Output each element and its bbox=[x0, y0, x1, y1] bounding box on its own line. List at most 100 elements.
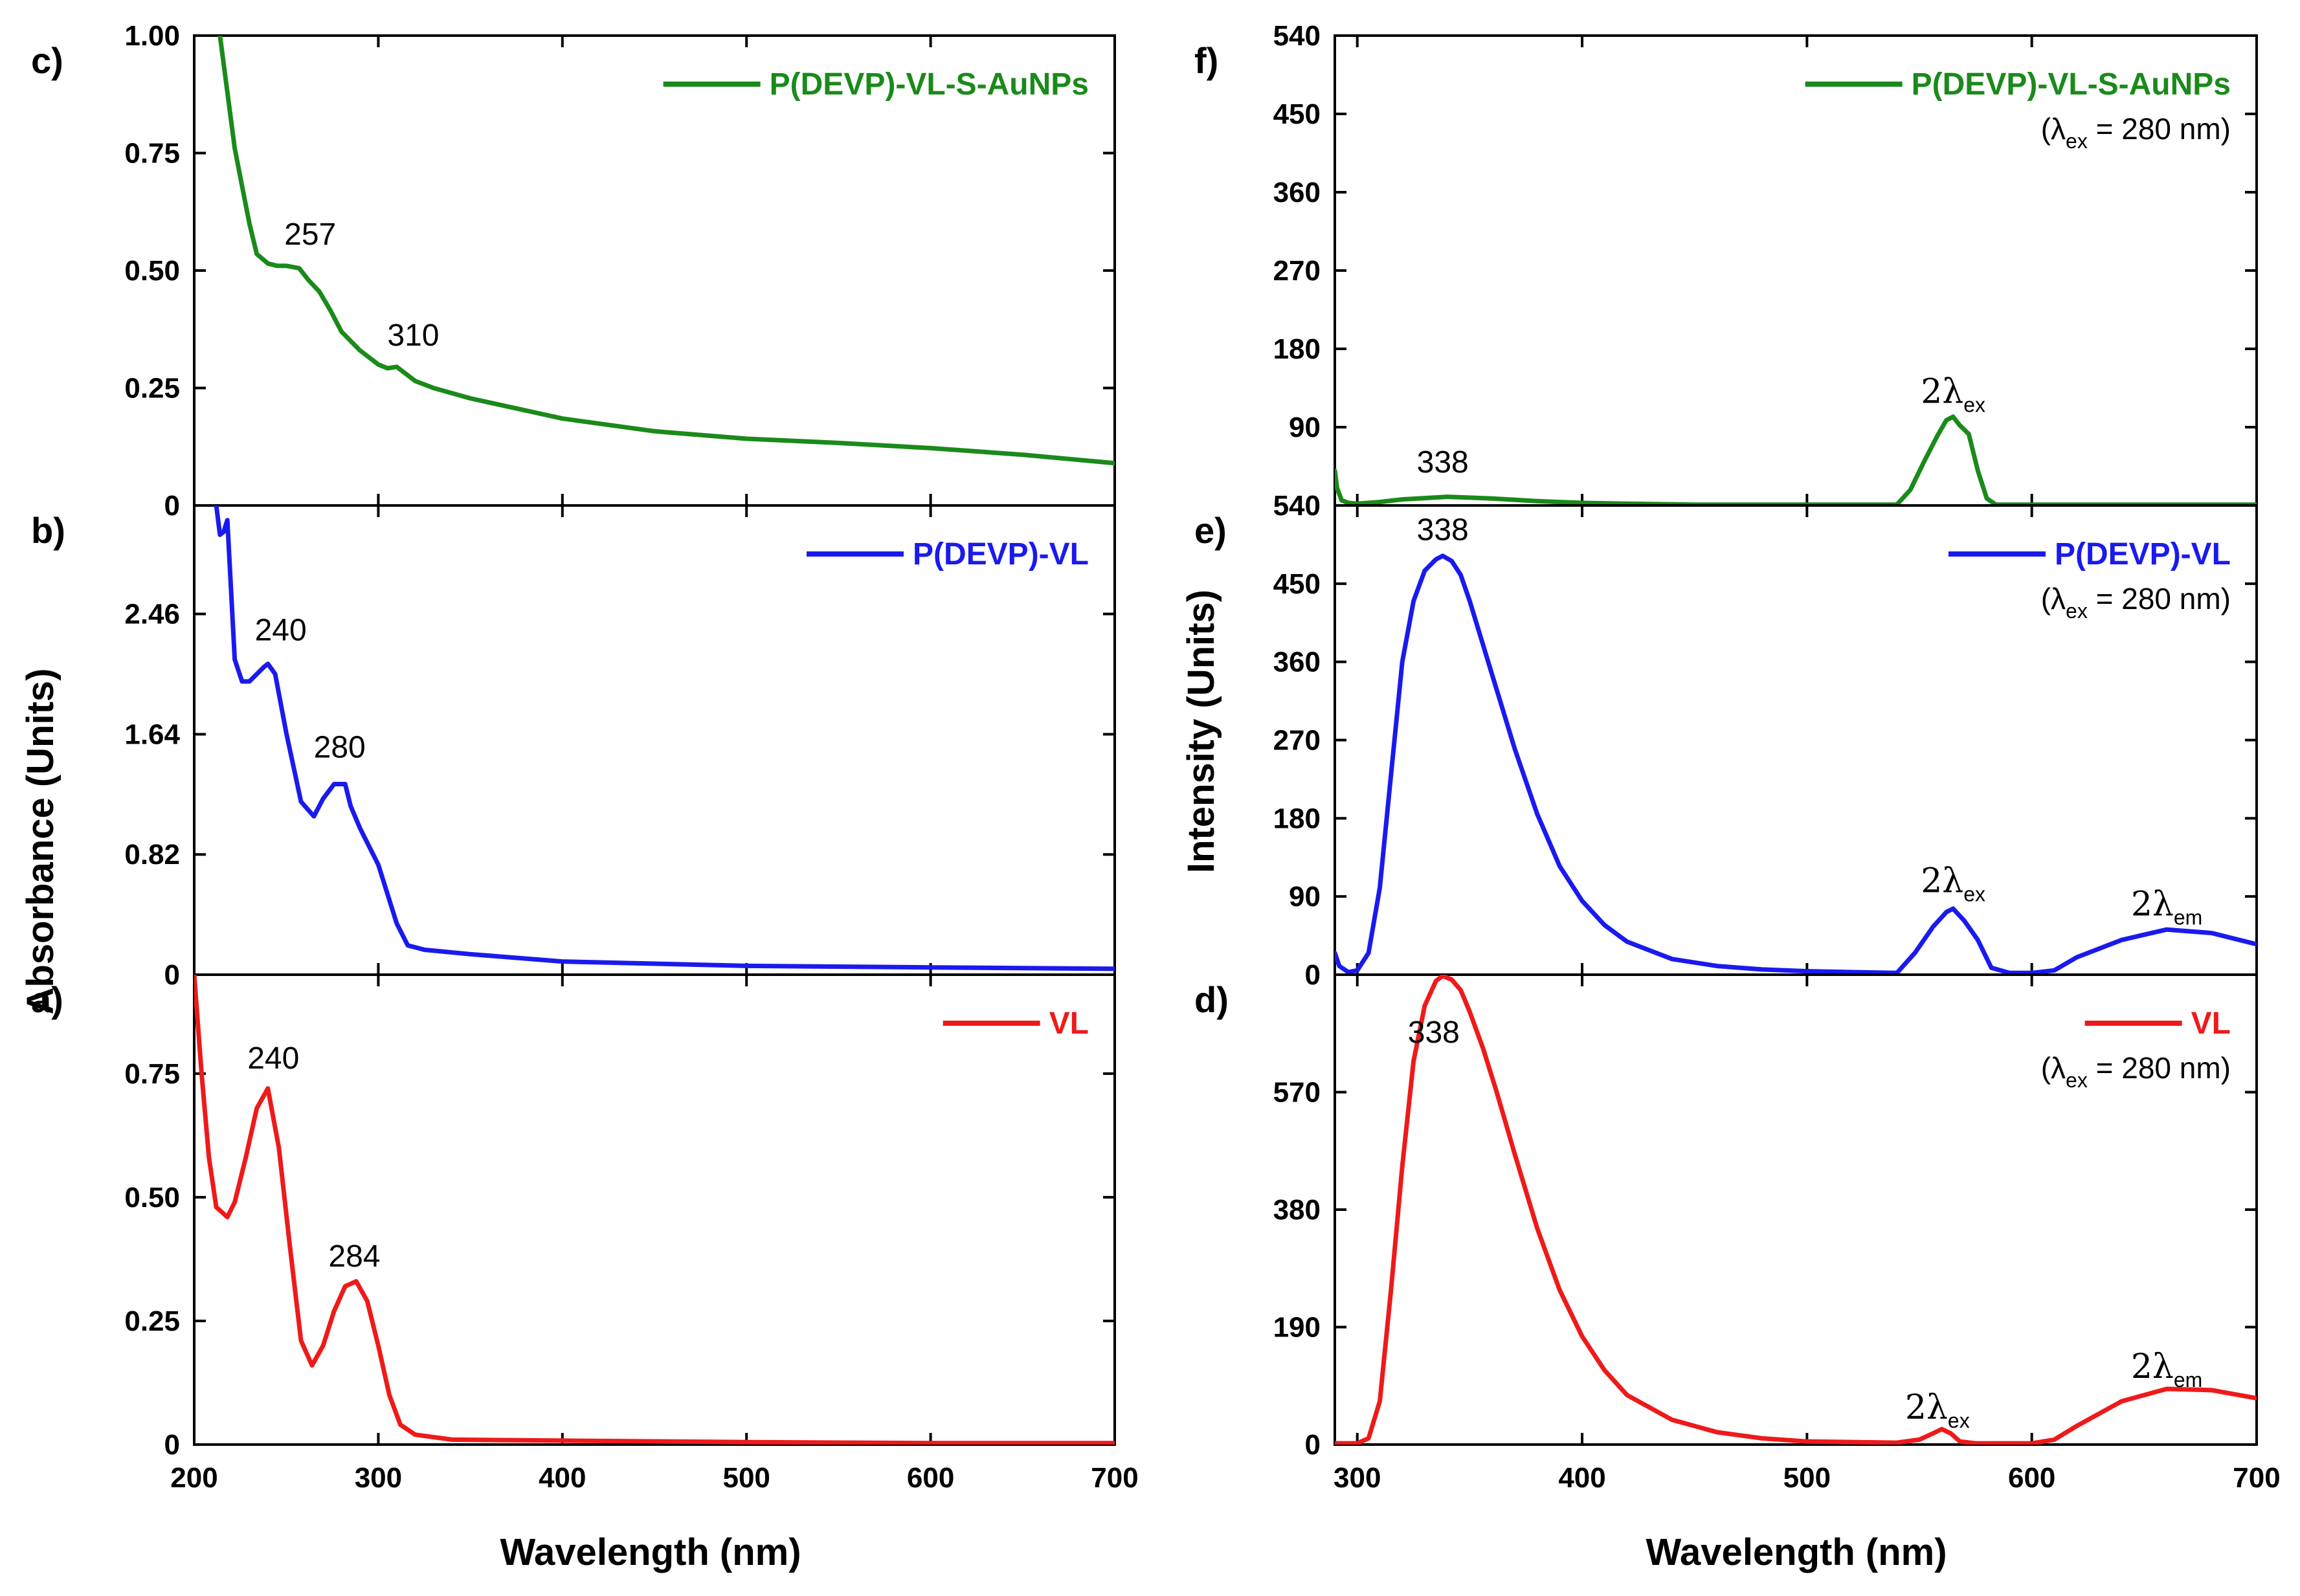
peak-annotation: 240 bbox=[247, 1041, 299, 1076]
harmonic-annotation-main: 2λ bbox=[1921, 372, 1963, 411]
panel-tag: c) bbox=[31, 40, 63, 81]
peak-annotation: 257 bbox=[284, 217, 336, 252]
panel-tag: e) bbox=[1194, 510, 1227, 551]
excitation-note-sub: ex bbox=[2066, 1069, 2088, 1092]
harmonic-annotation-main: 2λ bbox=[2131, 885, 2174, 924]
x-tick-label: 400 bbox=[1558, 1462, 1605, 1494]
plot-frame bbox=[1334, 973, 2258, 1446]
y-tick-label: 0 bbox=[1305, 959, 1321, 991]
y-tick-label: 540 bbox=[1273, 20, 1321, 52]
y-tick-label: 570 bbox=[1273, 1077, 1321, 1109]
peak-annotation: 240 bbox=[255, 613, 307, 647]
plot-frame bbox=[193, 34, 1116, 507]
peak-annotation: 284 bbox=[328, 1239, 380, 1274]
harmonic-annotation: 2λem bbox=[2131, 1347, 2203, 1391]
series-line-p-devp-vl-s-aunps bbox=[1335, 414, 2257, 505]
harmonic-annotation: 2λex bbox=[1921, 861, 1985, 905]
excitation-note-prefix: (λ bbox=[2041, 1051, 2066, 1085]
panel-a: 0 0.25 0.50 0.75 200 300 400 500 600 700 a) VL 240 28… bbox=[31, 973, 1139, 1494]
y-tick-label: 1.64 bbox=[124, 718, 180, 750]
plot-frame bbox=[1334, 34, 2258, 507]
legend-label: P(DEVP)-VL-S-AuNPs bbox=[1912, 67, 2231, 102]
panel-tag: a) bbox=[31, 979, 63, 1020]
harmonic-annotation: 2λem bbox=[2131, 885, 2203, 929]
y-tick-label: 0 bbox=[164, 1429, 180, 1461]
panel-tag: d) bbox=[1194, 979, 1229, 1020]
harmonic-annotation: 2λex bbox=[1921, 372, 1985, 416]
y-tick-label: 540 bbox=[1273, 490, 1321, 522]
legend-label: P(DEVP)-VL bbox=[2055, 537, 2231, 571]
y-tick-label: 0 bbox=[1305, 1429, 1321, 1461]
y-tick-label: 180 bbox=[1273, 333, 1321, 365]
y-tick-label: 270 bbox=[1273, 725, 1321, 757]
y-tick-label: 450 bbox=[1273, 568, 1321, 600]
panel-c: 0 0.25 0.50 0.75 1.00 c) P(DEVP)-VL-S-AuNPs 257… bbox=[31, 20, 1116, 522]
legend-label: P(DEVP)-VL-S-AuNPs bbox=[770, 67, 1089, 102]
peak-annotation: 338 bbox=[1417, 513, 1469, 548]
x-tick-label: 700 bbox=[2233, 1462, 2280, 1494]
plot-frame bbox=[193, 973, 1116, 1446]
peak-annotation: 280 bbox=[314, 731, 366, 765]
excitation-note: (λex = 280 nm) bbox=[2041, 1051, 2231, 1092]
y-tick-label: 1.00 bbox=[124, 20, 180, 52]
panel-f: 90 180 270 360 450 540 f) P(DEVP)-VL-S-AuNPs (λ e… bbox=[1194, 20, 2258, 507]
x-tick-label: 300 bbox=[355, 1462, 402, 1494]
y-tick-label: 180 bbox=[1273, 803, 1321, 834]
plot-frame bbox=[1334, 504, 2258, 976]
peak-annotation: 338 bbox=[1417, 445, 1469, 480]
y-tick-label: 380 bbox=[1273, 1194, 1321, 1226]
excitation-note-prefix: (λ bbox=[2041, 582, 2066, 615]
x-tick-label: 700 bbox=[1091, 1462, 1138, 1494]
panel-tag: f) bbox=[1194, 40, 1218, 81]
series-line-vl bbox=[194, 975, 1115, 1445]
harmonic-annotation-main: 2λ bbox=[1905, 1388, 1948, 1427]
excitation-note: (λex = 280 nm) bbox=[2041, 582, 2231, 623]
absorbance-y-axis-title: Absorbance (Units) bbox=[19, 669, 61, 1015]
y-tick-label: 0.75 bbox=[124, 1058, 180, 1090]
y-tick-label: 190 bbox=[1273, 1312, 1321, 1344]
excitation-note-suffix: = 280 nm) bbox=[2088, 582, 2231, 615]
y-tick-label: 2.46 bbox=[124, 599, 180, 630]
harmonic-annotation-sub: ex bbox=[1963, 393, 1985, 416]
y-tick-label: 0.50 bbox=[124, 255, 180, 287]
harmonic-annotation: 2λex bbox=[1905, 1388, 1970, 1432]
legend-label: VL bbox=[2191, 1006, 2231, 1041]
excitation-note-suffix: = 280 nm) bbox=[2088, 1051, 2231, 1085]
harmonic-annotation-sub: ex bbox=[1948, 1409, 1970, 1432]
y-tick-label: 360 bbox=[1273, 647, 1321, 678]
y-tick-label: 0.75 bbox=[124, 138, 180, 170]
harmonic-annotation-main: 2λ bbox=[2131, 1347, 2174, 1386]
harmonic-annotation-sub: ex bbox=[1963, 882, 1985, 905]
peak-annotation: 338 bbox=[1408, 1015, 1460, 1050]
harmonic-annotation-main: 2λ bbox=[1921, 861, 1963, 900]
x-tick-label: 200 bbox=[170, 1462, 218, 1494]
intensity-y-axis-title: Intensity (Units) bbox=[1180, 590, 1222, 873]
absorbance-x-axis-title: Wavelength (nm) bbox=[500, 1531, 801, 1573]
absorbance-column: 0 0.25 0.50 0.75 1.00 c) P(DEVP)-VL-S-AuNPs 257… bbox=[31, 20, 1139, 1494]
legend-label: P(DEVP)-VL bbox=[913, 537, 1089, 571]
y-tick-label: 0.25 bbox=[124, 373, 180, 405]
x-tick-label: 300 bbox=[1334, 1462, 1381, 1494]
excitation-note-sub: ex bbox=[2066, 599, 2088, 623]
y-tick-label: 0.82 bbox=[124, 839, 180, 870]
x-tick-label: 400 bbox=[539, 1462, 586, 1494]
y-tick-label: 270 bbox=[1273, 255, 1321, 287]
y-tick-label: 360 bbox=[1273, 177, 1321, 208]
harmonic-annotation-sub: em bbox=[2174, 1368, 2202, 1391]
series-line-p-devp-vl-s-aunps bbox=[218, 36, 1115, 466]
excitation-note-prefix: (λ bbox=[2041, 112, 2066, 146]
y-tick-label: 0 bbox=[164, 959, 180, 991]
series-line-p-devp-vl bbox=[214, 505, 1115, 971]
intensity-column: 90180270360450540f)P(DEVP)-VL-S-AuNPs(λe… bbox=[1194, 20, 2281, 1494]
y-tick-label: 0 bbox=[164, 490, 180, 522]
x-tick-label: 600 bbox=[907, 1462, 954, 1494]
x-tick-label: 600 bbox=[2008, 1462, 2055, 1494]
y-tick-label: 90 bbox=[1289, 881, 1321, 913]
peak-annotation: 310 bbox=[387, 318, 439, 353]
y-tick-label: 450 bbox=[1273, 98, 1321, 130]
panel-tag: b) bbox=[31, 510, 65, 551]
y-tick-label: 90 bbox=[1289, 412, 1321, 443]
